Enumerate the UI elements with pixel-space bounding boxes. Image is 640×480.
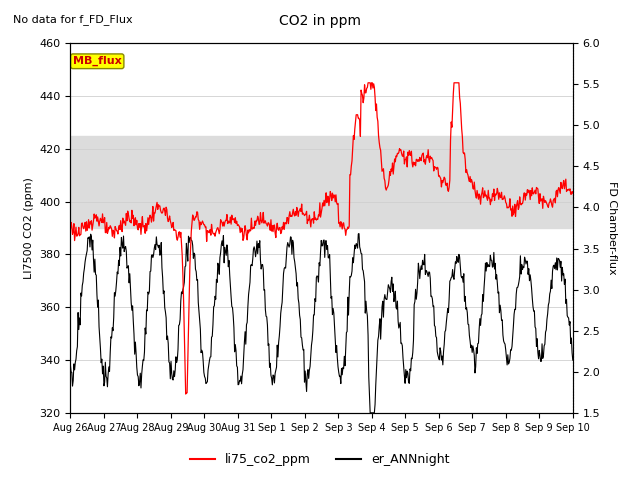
Text: No data for f_FD_Flux: No data for f_FD_Flux [13,14,132,25]
Y-axis label: FD Chamber-flux: FD Chamber-flux [607,181,617,275]
Text: MB_flux: MB_flux [73,56,122,66]
Text: CO2 in ppm: CO2 in ppm [279,14,361,28]
Y-axis label: LI7500 CO2 (ppm): LI7500 CO2 (ppm) [24,177,34,279]
Bar [70,135,573,228]
Legend: li75_co2_ppm, er_ANNnight: li75_co2_ppm, er_ANNnight [186,448,454,471]
